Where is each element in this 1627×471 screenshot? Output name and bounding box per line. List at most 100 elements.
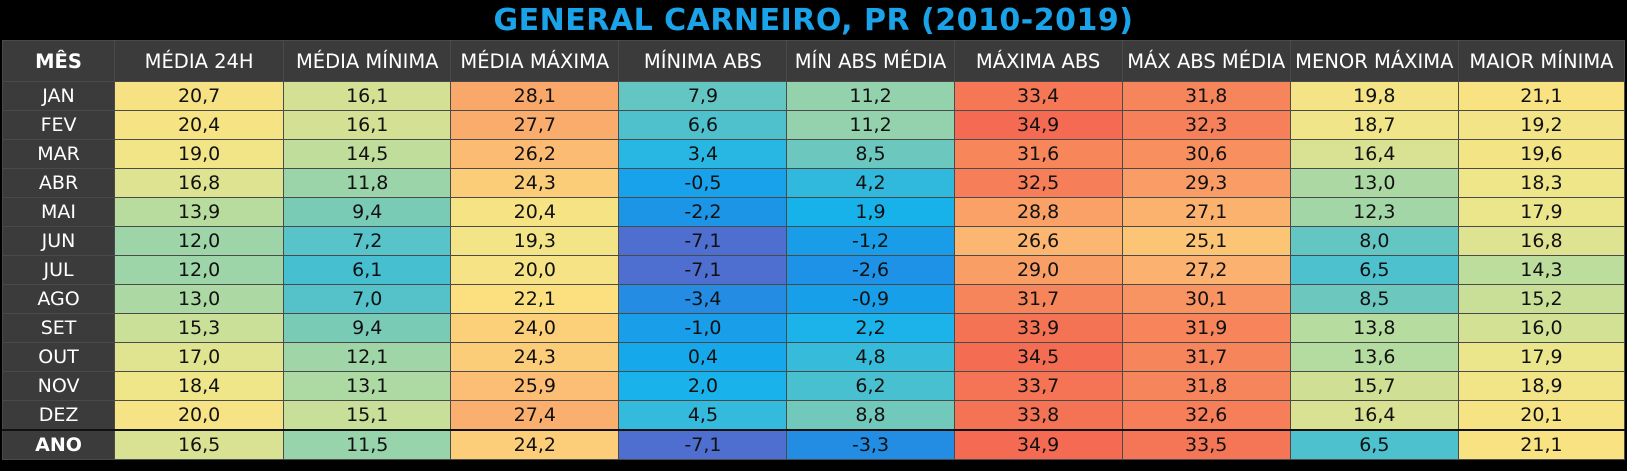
value-cell: 15,7 bbox=[1289, 371, 1459, 401]
value-cell: 4,2 bbox=[786, 168, 955, 198]
value-cell: 16,1 bbox=[283, 110, 452, 140]
value-cell: 8,8 bbox=[786, 400, 955, 431]
value-cell: 16,4 bbox=[1289, 400, 1459, 431]
table-row: NOV 18,4 13,1 25,9 2,0 6,2 33,7 31,8 15,7 18,9 bbox=[1, 371, 1626, 401]
value-cell: 20,4 bbox=[114, 110, 285, 140]
table-body: JAN 20,7 16,1 28,1 7,9 11,2 33,4 31,8 19,8 21,1 FE… bbox=[1, 81, 1626, 460]
value-cell: 16,4 bbox=[1289, 139, 1459, 169]
value-cell: 31,9 bbox=[1121, 313, 1291, 343]
value-cell: 16,8 bbox=[114, 168, 285, 198]
column-header: MÁXIMA ABS bbox=[953, 40, 1123, 82]
value-cell: 33,4 bbox=[953, 81, 1123, 111]
header-row: MÊS MÉDIA 24H MÉDIA MÍNIMA MÉDIA MÁXIMA MÍNI… bbox=[1, 40, 1626, 82]
table-row: MAR 19,0 14,5 26,2 3,4 8,5 31,6 30,6 16,4 19,6 bbox=[1, 139, 1626, 169]
value-cell: 21,1 bbox=[1457, 81, 1626, 111]
value-cell: 33,9 bbox=[953, 313, 1123, 343]
value-cell: -7,1 bbox=[618, 429, 788, 460]
value-cell: 18,7 bbox=[1289, 110, 1459, 140]
value-cell: 7,2 bbox=[283, 226, 452, 256]
table-row: JUN 12,0 7,2 19,3 -7,1 -1,2 26,6 25,1 8,0 16,8 bbox=[1, 226, 1626, 256]
value-cell: 16,5 bbox=[114, 429, 285, 460]
value-cell: 14,3 bbox=[1457, 255, 1626, 285]
value-cell: 24,0 bbox=[450, 313, 620, 343]
value-cell: 29,0 bbox=[953, 255, 1123, 285]
row-label: DEZ bbox=[1, 400, 116, 431]
table-row: OUT 17,0 12,1 24,3 0,4 4,8 34,5 31,7 13,6 17,9 bbox=[1, 342, 1626, 372]
value-cell: 31,6 bbox=[953, 139, 1123, 169]
value-cell: -0,5 bbox=[618, 168, 788, 198]
value-cell: -7,1 bbox=[618, 255, 788, 285]
value-cell: 27,4 bbox=[450, 400, 620, 431]
column-header: MÉDIA 24H bbox=[114, 40, 285, 82]
table-row: SET 15,3 9,4 24,0 -1,0 2,2 33,9 31,9 13,8 16,0 bbox=[1, 313, 1626, 343]
column-header: MÍNIMA ABS bbox=[618, 40, 788, 82]
value-cell: 25,9 bbox=[450, 371, 620, 401]
row-label: MAI bbox=[1, 197, 116, 227]
value-cell: 6,1 bbox=[283, 255, 452, 285]
value-cell: 20,0 bbox=[450, 255, 620, 285]
value-cell: 8,5 bbox=[786, 139, 955, 169]
value-cell: 34,9 bbox=[953, 110, 1123, 140]
table-row: FEV 20,4 16,1 27,7 6,6 11,2 34,9 32,3 18,7 19,2 bbox=[1, 110, 1626, 140]
value-cell: 11,2 bbox=[786, 110, 955, 140]
value-cell: 26,2 bbox=[450, 139, 620, 169]
row-label: ABR bbox=[1, 168, 116, 198]
value-cell: 19,8 bbox=[1289, 81, 1459, 111]
value-cell: 1,9 bbox=[786, 197, 955, 227]
value-cell: 24,3 bbox=[450, 168, 620, 198]
value-cell: 13,6 bbox=[1289, 342, 1459, 372]
row-label: ANO bbox=[1, 429, 116, 460]
row-label: AGO bbox=[1, 284, 116, 314]
value-cell: 12,3 bbox=[1289, 197, 1459, 227]
row-label: JUL bbox=[1, 255, 116, 285]
table-row: MAI 13,9 9,4 20,4 -2,2 1,9 28,8 27,1 12,3 17,9 bbox=[1, 197, 1626, 227]
value-cell: 2,2 bbox=[786, 313, 955, 343]
value-cell: 9,4 bbox=[283, 313, 452, 343]
value-cell: 32,3 bbox=[1121, 110, 1291, 140]
value-cell: 28,1 bbox=[450, 81, 620, 111]
value-cell: 32,6 bbox=[1121, 400, 1291, 431]
value-cell: 8,0 bbox=[1289, 226, 1459, 256]
value-cell: 8,5 bbox=[1289, 284, 1459, 314]
value-cell: 18,4 bbox=[114, 371, 285, 401]
value-cell: -7,1 bbox=[618, 226, 788, 256]
value-cell: 4,5 bbox=[618, 400, 788, 431]
value-cell: 17,0 bbox=[114, 342, 285, 372]
row-label: OUT bbox=[1, 342, 116, 372]
table-row: JAN 20,7 16,1 28,1 7,9 11,2 33,4 31,8 19,8 21,1 bbox=[1, 81, 1626, 111]
value-cell: -2,6 bbox=[786, 255, 955, 285]
value-cell: 4,8 bbox=[786, 342, 955, 372]
table-row: ABR 16,8 11,8 24,3 -0,5 4,2 32,5 29,3 13,0 18,3 bbox=[1, 168, 1626, 198]
value-cell: 17,9 bbox=[1457, 342, 1626, 372]
value-cell: 30,6 bbox=[1121, 139, 1291, 169]
value-cell: 3,4 bbox=[618, 139, 788, 169]
value-cell: 19,3 bbox=[450, 226, 620, 256]
value-cell: 27,2 bbox=[1121, 255, 1291, 285]
value-cell: 6,6 bbox=[618, 110, 788, 140]
value-cell: 20,0 bbox=[114, 400, 285, 431]
column-header: MAIOR MÍNIMA bbox=[1457, 40, 1626, 82]
column-header: MÁX ABS MÉDIA bbox=[1121, 40, 1291, 82]
value-cell: 29,3 bbox=[1121, 168, 1291, 198]
value-cell: 0,4 bbox=[618, 342, 788, 372]
column-header: MÉDIA MÍNIMA bbox=[283, 40, 452, 82]
row-label: FEV bbox=[1, 110, 116, 140]
value-cell: 27,7 bbox=[450, 110, 620, 140]
value-cell: 30,1 bbox=[1121, 284, 1291, 314]
value-cell: 28,8 bbox=[953, 197, 1123, 227]
value-cell: 9,4 bbox=[283, 197, 452, 227]
value-cell: 11,8 bbox=[283, 168, 452, 198]
row-label: JAN bbox=[1, 81, 116, 111]
column-header: MÊS bbox=[1, 40, 116, 82]
value-cell: 32,5 bbox=[953, 168, 1123, 198]
value-cell: 18,9 bbox=[1457, 371, 1626, 401]
value-cell: 33,8 bbox=[953, 400, 1123, 431]
value-cell: 12,1 bbox=[283, 342, 452, 372]
value-cell: -3,3 bbox=[786, 429, 955, 460]
value-cell: 20,4 bbox=[450, 197, 620, 227]
value-cell: 34,5 bbox=[953, 342, 1123, 372]
value-cell: 24,2 bbox=[450, 429, 620, 460]
value-cell: 20,7 bbox=[114, 81, 285, 111]
value-cell: 19,6 bbox=[1457, 139, 1626, 169]
value-cell: 26,6 bbox=[953, 226, 1123, 256]
